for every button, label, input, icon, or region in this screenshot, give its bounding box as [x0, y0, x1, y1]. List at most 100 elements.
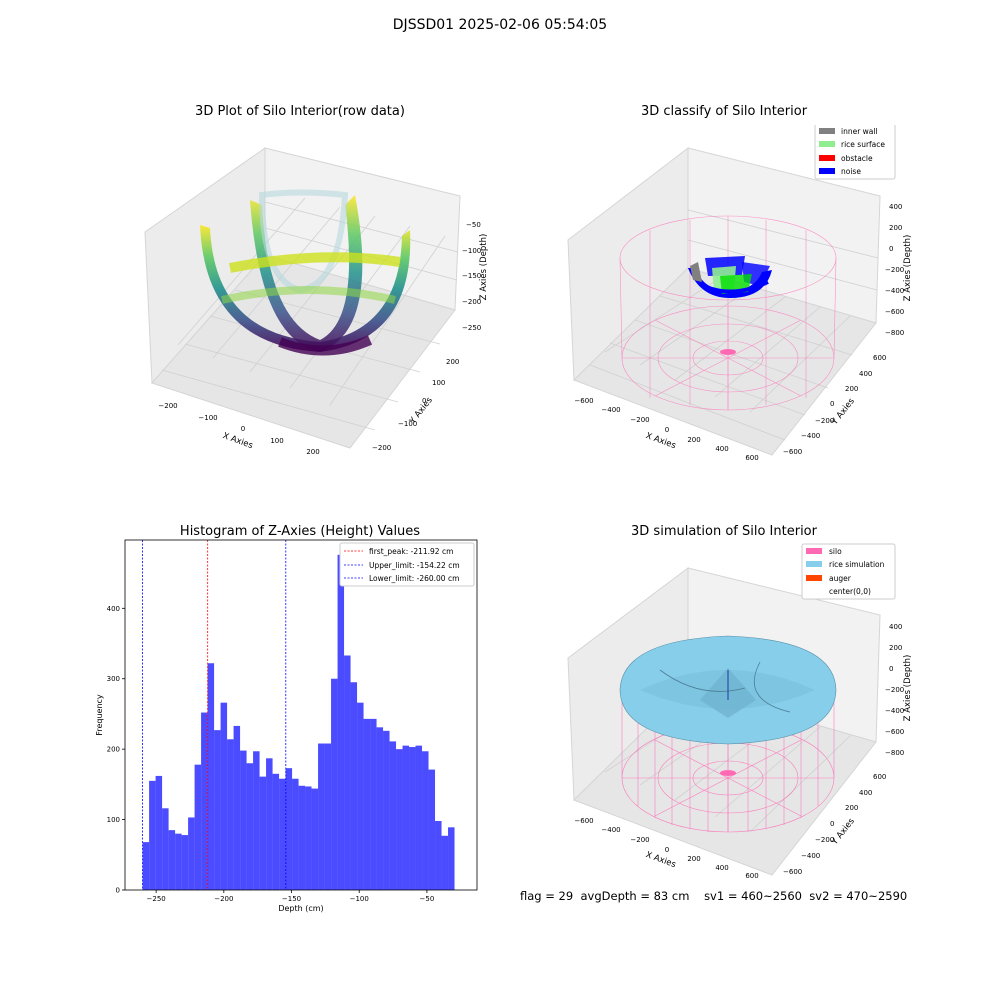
y-tick: −200 [372, 444, 391, 452]
histogram-bar [370, 718, 377, 890]
histogram-bar [409, 747, 416, 890]
plot2-legend: inner wall rice surface obstacle noise [814, 125, 896, 180]
histogram-bar [194, 764, 202, 890]
x-tick: 0 [665, 846, 669, 854]
histogram-bar [422, 751, 429, 890]
histogram-bar [149, 780, 156, 890]
y-tick: 100 [432, 379, 445, 387]
plot4-simulation-3d: silo rice simulation auger center(0,0) −… [567, 543, 913, 880]
plot1-raw-3d: −200 −100 0 100 200 −200 −100 0 100 200 … [144, 147, 489, 456]
plot4-legend: silo rice simulation auger center(0,0) [801, 543, 896, 600]
histogram-bar [175, 833, 182, 890]
histogram-bar [415, 745, 423, 890]
y-tick: 600 [873, 773, 886, 781]
histogram-bar [311, 788, 319, 890]
histogram-bar [214, 730, 221, 890]
plot4-center-marker [720, 770, 736, 776]
x-tick: 100 [270, 437, 283, 445]
histogram-bar [181, 835, 189, 890]
z-tick: −400 [885, 707, 904, 715]
z-tick: −600 [885, 728, 904, 736]
y-tick: −100 [398, 420, 417, 428]
x-tick: 400 [715, 445, 728, 453]
legend-swatch [806, 548, 822, 554]
z-tick: −250 [462, 324, 481, 332]
y-tick: 0 [830, 820, 834, 828]
x-tick-label: −250 [147, 895, 166, 903]
histogram-y-ticks: 0 100 200 300 400 [107, 605, 125, 895]
plot2-xlabel: X Axies [644, 431, 677, 451]
histogram-bar [350, 682, 358, 890]
legend-label: noise [841, 167, 861, 176]
legend-label: rice simulation [829, 560, 885, 569]
histogram-bar [363, 718, 371, 890]
plot2-classified-points [688, 256, 772, 298]
x-tick: −600 [574, 817, 593, 825]
histogram-bar [253, 751, 260, 890]
sv2-value: sv2 = 470~2590 [809, 889, 908, 903]
histogram-bar [396, 749, 403, 890]
x-tick-label: −200 [214, 895, 233, 903]
y-tick-label: 200 [107, 746, 120, 754]
histogram-bar [246, 763, 254, 890]
histogram-bar [337, 554, 345, 890]
histogram-bar [389, 741, 397, 890]
histogram-bars [142, 554, 455, 890]
histogram-bar [201, 712, 208, 890]
z-tick: −200 [462, 298, 481, 306]
histogram-bar [279, 778, 286, 890]
y-tick: 400 [859, 370, 872, 378]
x-tick: −200 [630, 416, 649, 424]
histogram-xlabel: Depth (cm) [278, 904, 323, 913]
histogram-bar [344, 655, 351, 890]
z-tick: −800 [885, 749, 904, 757]
y-tick: 200 [446, 358, 459, 366]
z-tick: −400 [885, 287, 904, 295]
z-tick: 400 [889, 203, 902, 211]
histogram-chart: −250 −200 −150 −100 −50 0 100 200 300 400 Depth … [95, 539, 478, 913]
sv1-value: sv1 = 460~2560 [704, 889, 802, 903]
plot1-title: 3D Plot of Silo Interior(row data) [195, 104, 405, 119]
y-tick: 400 [859, 789, 872, 797]
legend-label: inner wall [841, 127, 878, 136]
legend-label: silo [829, 547, 842, 556]
x-tick: 200 [687, 436, 700, 444]
status-line: flag = 29 avgDepth = 83 cm sv1 = 460~256… [520, 889, 907, 903]
legend-label: Lower_limit: -260.00 cm [369, 574, 459, 583]
plot4-tick-labels: −600 −400 −200 0 200 400 600 −600 −400 −… [574, 623, 904, 880]
plot2-title: 3D classify of Silo Interior [640, 104, 808, 119]
histogram-title: Histogram of Z-Axies (Height) Values [179, 524, 421, 539]
z-tick: 400 [889, 623, 902, 631]
y-tick: −600 [783, 868, 802, 876]
z-tick: 200 [889, 644, 902, 652]
plot4-rice-surface [619, 635, 837, 745]
y-tick: 600 [873, 354, 886, 362]
plot2-silo-wireframe [619, 215, 837, 411]
histogram-bar [331, 678, 338, 890]
z-tick: −100 [462, 247, 481, 255]
histogram-bar [233, 725, 241, 890]
histogram-bar [376, 727, 384, 890]
histogram-bar [155, 775, 163, 890]
histogram-bar [292, 778, 299, 890]
y-tick-label: 100 [107, 816, 120, 824]
legend-label: center(0,0) [829, 587, 871, 596]
y-tick-label: 300 [107, 675, 120, 683]
histogram-bar [441, 835, 449, 890]
y-tick: −200 [815, 417, 834, 425]
histogram-bar [305, 786, 312, 890]
legend-swatch [806, 575, 822, 581]
x-tick: −200 [630, 836, 649, 844]
plot2-zlabel: Z Axies (Depth) [903, 235, 913, 302]
figure-title: DJSSD01 2025-02-06 05:54:05 [392, 17, 608, 33]
z-tick: −150 [462, 272, 481, 280]
flag-value: flag = 29 [520, 889, 574, 903]
x-tick: 0 [241, 425, 245, 433]
x-tick: −600 [574, 397, 593, 405]
plot4-silo-wireframe [621, 690, 835, 833]
histogram-bar [272, 773, 280, 890]
legend-swatch [819, 168, 835, 174]
histogram-bar [188, 817, 195, 890]
histogram-legend: first_peak: -211.92 cm Upper_limit: -154… [339, 542, 475, 587]
x-tick-label: −50 [420, 895, 435, 903]
